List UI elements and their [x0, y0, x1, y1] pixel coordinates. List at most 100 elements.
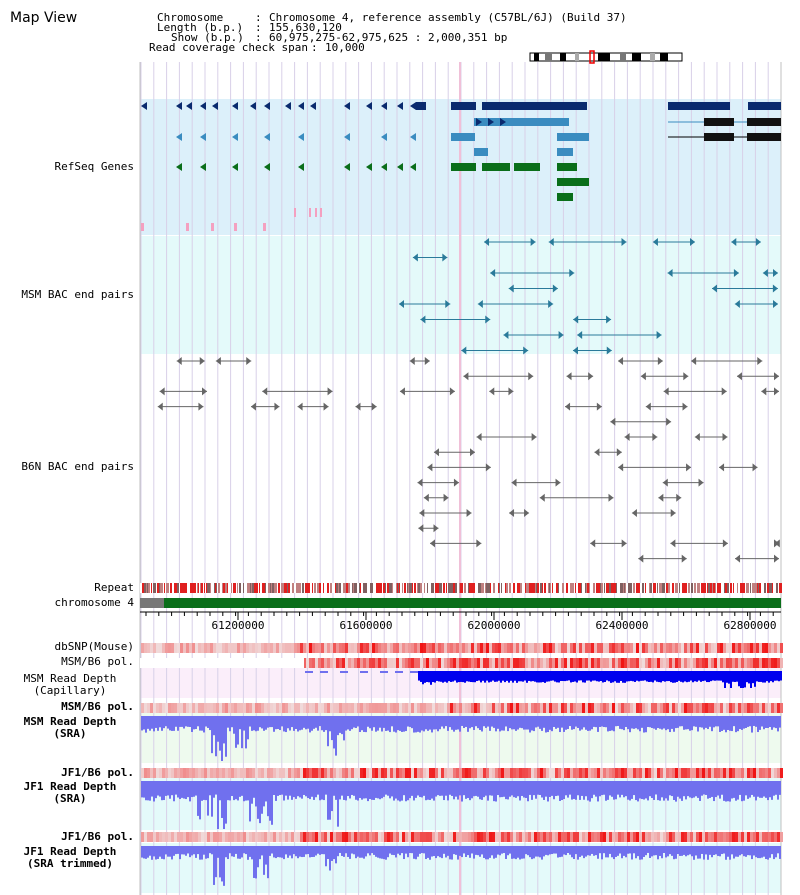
gene-block — [704, 133, 734, 141]
depth-bar — [181, 846, 183, 855]
pol-mark — [438, 658, 441, 668]
depth-bar — [279, 846, 281, 858]
pol-mark — [765, 643, 768, 653]
pol-mark — [321, 643, 324, 653]
depth-bar — [419, 781, 421, 798]
label-b6n-bac[interactable]: B6N BAC end pairs — [21, 460, 134, 473]
depth-bar — [524, 671, 526, 681]
pol-mark — [654, 643, 657, 653]
depth-bar — [411, 781, 413, 796]
pol-mark — [390, 703, 393, 713]
depth-bar — [719, 716, 721, 732]
repeat-mark — [620, 583, 623, 593]
depth-bar — [357, 781, 359, 801]
depth-bar — [463, 781, 465, 796]
pol-mark — [774, 643, 777, 653]
label-dbsnp[interactable]: dbSNP(Mouse) — [54, 640, 134, 653]
depth-bar — [457, 846, 459, 860]
depth-bar — [657, 781, 659, 801]
bac-end — [774, 554, 779, 563]
pol-mark — [756, 658, 759, 668]
label-msm-depth-cap-1[interactable]: MSM Read Depth — [23, 672, 117, 685]
pol-mark — [426, 643, 429, 653]
label-chromosome[interactable]: chromosome 4 — [54, 596, 134, 609]
depth-bar — [265, 716, 267, 730]
depth-bar — [567, 781, 569, 798]
depth-bar — [605, 846, 607, 858]
repeat-mark — [256, 583, 257, 593]
repeat-mark — [708, 583, 711, 593]
pol-mark — [276, 703, 279, 713]
label-jf1-b6-pol-2[interactable]: JF1/B6 pol. — [61, 830, 134, 843]
depth-bar — [575, 781, 577, 800]
depth-bar — [263, 846, 265, 875]
pol-mark — [495, 768, 498, 778]
pol-mark — [399, 643, 402, 653]
label-jf1-depth-trim-1[interactable]: JF1 Read Depth — [23, 845, 117, 858]
repeat-mark — [297, 583, 298, 593]
depth-bar — [277, 846, 279, 858]
depth-bar — [233, 846, 235, 857]
pol-mark — [174, 643, 177, 653]
depth-bar — [313, 846, 315, 857]
depth-bar — [590, 671, 592, 682]
pol-mark — [216, 703, 219, 713]
depth-bar — [343, 781, 345, 800]
depth-bar — [483, 781, 485, 798]
gene-block — [557, 178, 589, 186]
depth-bar — [435, 716, 437, 730]
info-colon-3: : — [255, 31, 262, 44]
depth-bar — [727, 781, 729, 802]
pol-mark — [762, 768, 765, 778]
depth-bar — [303, 846, 305, 857]
repeat-mark — [662, 583, 665, 593]
depth-bar — [517, 716, 519, 730]
depth-bar — [547, 846, 549, 856]
depth-bar — [440, 671, 442, 682]
depth-bar — [545, 781, 547, 797]
pol-mark — [309, 703, 312, 713]
label-refseq-genes[interactable]: RefSeq Genes — [54, 160, 134, 173]
depth-bar — [207, 716, 209, 728]
pol-mark — [252, 643, 255, 653]
repeat-mark — [481, 583, 484, 593]
depth-bar — [445, 846, 447, 858]
depth-bar — [617, 781, 619, 795]
pol-mark — [216, 768, 219, 778]
pol-mark — [237, 703, 240, 713]
label-msm-b6-pol-1[interactable]: MSM/B6 pol. — [61, 655, 134, 668]
pol-mark — [663, 643, 666, 653]
depth-bar — [683, 846, 685, 855]
label-jf1-b6-pol-1[interactable]: JF1/B6 pol. — [61, 766, 134, 779]
label-msm-depth-sra-1[interactable]: MSM Read Depth — [23, 715, 117, 728]
pol-mark — [726, 703, 729, 713]
depth-bar — [743, 846, 745, 857]
depth-bar — [529, 716, 531, 733]
pol-mark — [414, 658, 417, 668]
pol-mark — [468, 658, 471, 668]
depth-bar — [528, 671, 530, 681]
depth-bar — [385, 716, 387, 731]
label-repeat[interactable]: Repeat — [94, 581, 134, 594]
pol-mark — [597, 832, 600, 842]
depth-bar — [675, 781, 677, 802]
label-msm-depth-cap-2: (Capillary) — [33, 684, 107, 697]
label-msm-bac[interactable]: MSM BAC end pairs — [21, 288, 134, 301]
bac-end — [530, 238, 536, 246]
pol-mark — [453, 658, 456, 668]
pol-mark — [756, 703, 759, 713]
pol-mark — [255, 832, 258, 842]
pol-mark — [234, 703, 237, 713]
repeat-mark — [149, 583, 150, 593]
depth-bar — [305, 716, 307, 730]
depth-bar — [551, 846, 553, 855]
label-jf1-depth-sra-1[interactable]: JF1 Read Depth — [23, 780, 117, 793]
pol-mark — [171, 643, 174, 653]
depth-bar — [319, 716, 321, 727]
pol-mark — [315, 832, 318, 842]
pol-mark — [330, 643, 333, 653]
depth-bar — [653, 716, 655, 729]
label-msm-b6-pol-2[interactable]: MSM/B6 pol. — [61, 700, 134, 713]
pol-mark — [534, 658, 537, 668]
